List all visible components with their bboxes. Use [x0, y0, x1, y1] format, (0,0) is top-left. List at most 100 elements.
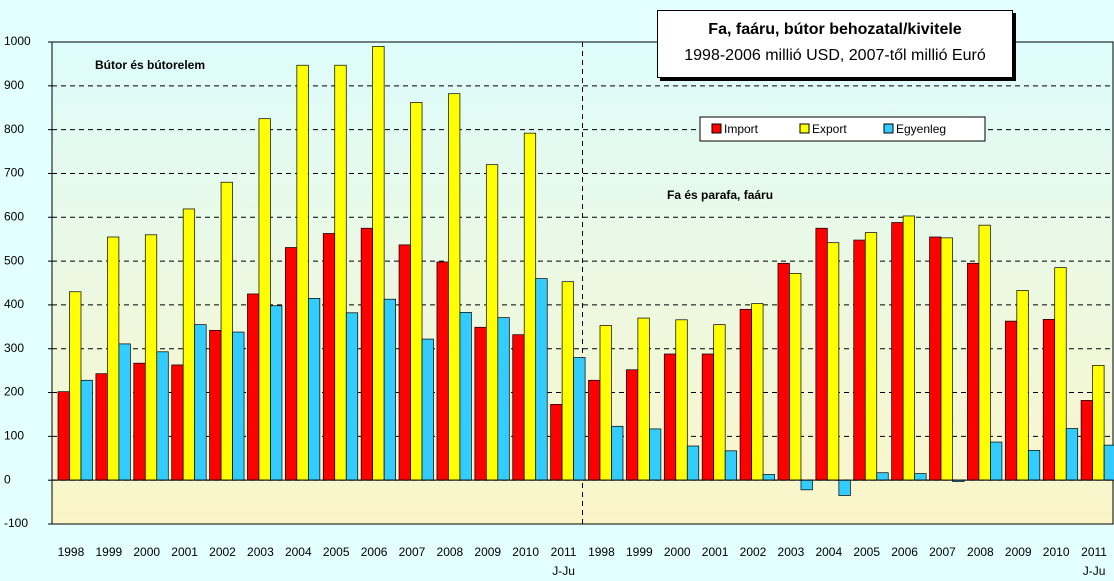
bar — [144, 234, 158, 481]
bar — [258, 118, 271, 481]
x-tick-label: 1999 — [625, 545, 653, 559]
x-tick-label: 2005 — [322, 545, 350, 559]
bar — [789, 273, 802, 481]
bar — [360, 227, 373, 481]
x-tick-label: 2005 — [853, 545, 881, 559]
x-tick-label: 2000 — [663, 545, 691, 559]
x-tick-label: 2008 — [436, 545, 464, 559]
x-tick-label: 2002 — [739, 545, 767, 559]
y-tick-label: 700 — [4, 166, 24, 180]
bar — [156, 351, 169, 481]
bar — [133, 362, 146, 481]
bar — [815, 227, 828, 481]
bar — [940, 237, 953, 481]
bar — [914, 473, 927, 481]
bar — [599, 325, 612, 481]
x-tick-label: 2011 J-Ju — [550, 545, 577, 578]
legend-label: Egyenleg — [896, 122, 946, 136]
bar — [701, 353, 715, 481]
bar — [777, 262, 790, 481]
bar — [296, 64, 309, 481]
x-tick-label: 2003 — [777, 545, 805, 559]
y-tick-label: 500 — [4, 253, 24, 267]
bar — [838, 479, 851, 496]
bar — [410, 102, 423, 481]
x-tick-label: 2009 — [1004, 545, 1032, 559]
bar — [891, 222, 904, 481]
x-tick-label: 2009 — [474, 545, 502, 559]
bar — [535, 278, 548, 481]
bar — [978, 224, 991, 481]
bar — [171, 364, 184, 481]
y-tick-label: -100 — [4, 516, 28, 530]
y-tick-label: 100 — [4, 429, 24, 443]
x-tick-label: 2006 — [891, 545, 918, 559]
bar — [459, 312, 472, 481]
bar — [232, 331, 245, 481]
y-tick-label: 1000 — [4, 34, 31, 48]
bar — [80, 379, 93, 481]
annotation: Bútor és bútorelem — [95, 58, 205, 72]
x-tick-label: 1998 — [57, 545, 85, 559]
x-tick-label: 2003 — [247, 545, 274, 559]
bar — [686, 445, 700, 481]
bar — [512, 334, 525, 481]
bar — [448, 93, 461, 481]
bar — [561, 281, 574, 481]
x-tick-label: 2006 — [360, 545, 388, 559]
bar — [751, 303, 764, 481]
bar — [876, 472, 889, 481]
chart-title: Fa, faáru, bútor behozatal/kivitele — [708, 21, 962, 38]
bar — [398, 244, 411, 481]
bar — [194, 324, 207, 481]
bar — [383, 298, 396, 481]
x-tick-label: 2004 — [815, 545, 843, 559]
x-tick-label: 2002 — [209, 545, 236, 559]
x-tick-label: 2007 — [398, 545, 426, 559]
bar — [421, 338, 434, 481]
bar — [588, 379, 601, 481]
bar — [663, 353, 677, 481]
bar — [713, 324, 726, 481]
bar — [285, 247, 298, 481]
chart-subtitle: 1998-2006 millió USD, 2007-től millió Eu… — [684, 47, 986, 64]
bar — [322, 233, 336, 481]
bar — [308, 297, 321, 481]
bar — [864, 232, 878, 481]
legend-swatch — [883, 123, 894, 134]
bar — [649, 428, 662, 481]
y-tick-label: 800 — [4, 122, 24, 136]
bar — [1092, 365, 1105, 481]
legend-label: Export — [812, 122, 847, 136]
annotation: Fa és parafa, faáru — [667, 188, 773, 202]
bar — [800, 479, 813, 491]
bar — [1065, 428, 1079, 481]
bar — [967, 262, 980, 481]
bar — [611, 425, 624, 481]
bar — [929, 236, 942, 481]
x-tick-label: 2007 — [929, 545, 956, 559]
bar — [497, 317, 510, 481]
bar — [827, 242, 840, 481]
bar — [372, 46, 385, 481]
bar — [95, 373, 108, 481]
legend-box — [699, 116, 986, 142]
bar — [853, 239, 866, 481]
legend-swatch — [711, 123, 722, 134]
bar — [550, 404, 563, 481]
x-tick-label: 2000 — [133, 545, 161, 559]
bar — [436, 261, 449, 481]
x-tick-label: 1998 — [588, 545, 615, 559]
bar — [107, 236, 120, 481]
legend-swatch — [799, 123, 810, 134]
y-tick-label: 300 — [4, 341, 24, 355]
x-tick-label: 2010 — [512, 545, 539, 559]
bar — [69, 291, 82, 481]
bar — [1027, 450, 1041, 481]
bar — [118, 343, 131, 481]
bar — [1016, 290, 1029, 481]
y-tick-label: 900 — [4, 78, 24, 92]
bar — [990, 441, 1003, 481]
